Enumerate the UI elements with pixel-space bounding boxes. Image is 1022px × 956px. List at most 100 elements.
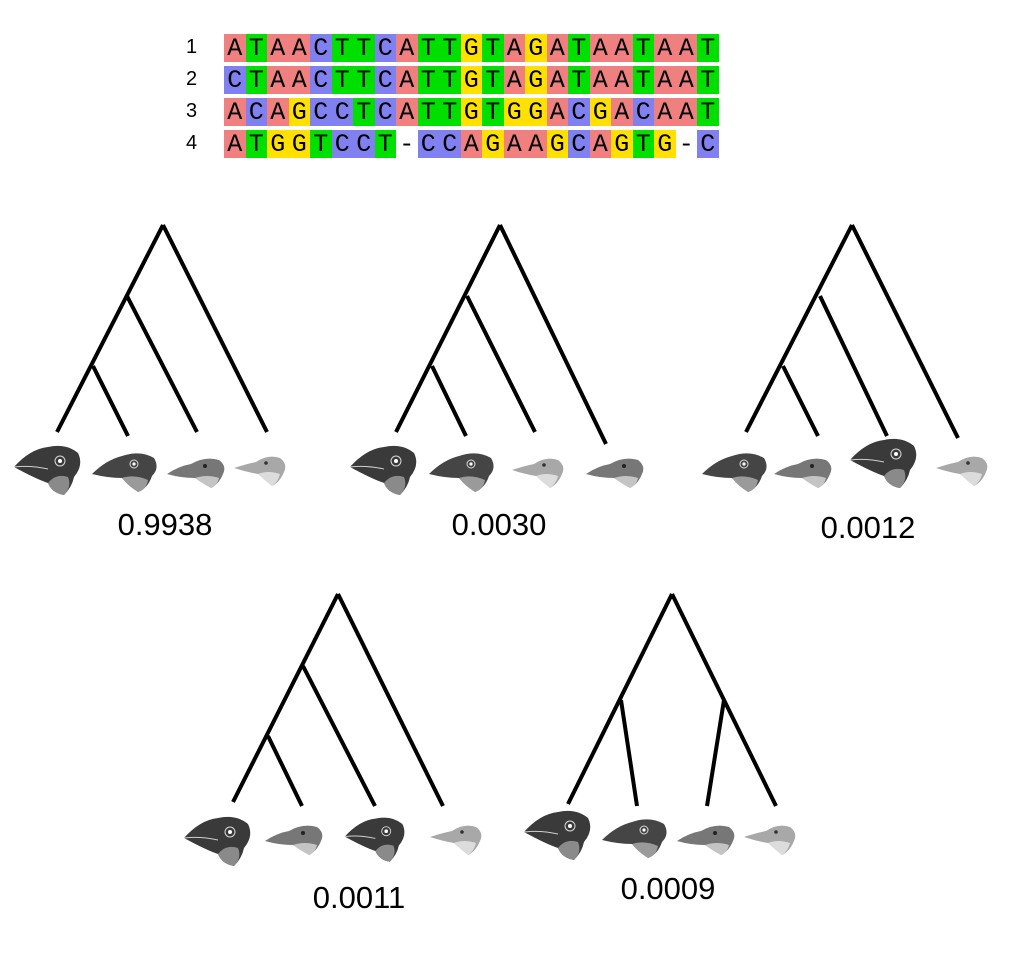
- base-cell: A: [503, 66, 525, 95]
- tree-5-branch: [619, 699, 639, 807]
- gap-cell: -: [399, 130, 415, 159]
- base-cell: A: [654, 66, 676, 95]
- base-cell: C: [374, 66, 396, 95]
- base-cell: A: [288, 34, 310, 63]
- finch-head-image: [13, 445, 81, 496]
- tree-2-branch: [498, 224, 608, 445]
- finch-head-image: [701, 452, 768, 493]
- base-cell: A: [675, 34, 697, 63]
- base-cell: C: [374, 98, 396, 127]
- base-cell: C: [374, 34, 396, 63]
- base-cell: A: [396, 98, 418, 127]
- tree-2-branch: [430, 365, 468, 437]
- tree-1-branch: [161, 224, 269, 433]
- tree-2-probability: 0.0030: [451, 507, 547, 542]
- base-cell: A: [460, 130, 482, 159]
- base-cell: A: [267, 34, 289, 63]
- base-cell: C: [224, 66, 246, 95]
- base-cell: T: [417, 34, 439, 63]
- base-cell: A: [224, 98, 246, 127]
- finch-head-image: [349, 445, 417, 496]
- tree-1-probability: 0.9938: [117, 507, 213, 542]
- base-cell: T: [417, 66, 439, 95]
- base-cell: T: [632, 34, 654, 63]
- base-cell: G: [589, 98, 611, 127]
- tree-4-branch: [266, 735, 304, 807]
- base-cell: G: [525, 34, 547, 63]
- base-cell: A: [546, 34, 568, 63]
- finch-head-image: [512, 458, 564, 488]
- base-cell: A: [503, 130, 525, 159]
- base-cell: T: [697, 66, 719, 95]
- sequence-label: 2: [186, 68, 198, 90]
- base-cell: G: [288, 98, 310, 127]
- base-cell: A: [611, 66, 633, 95]
- base-cell: T: [353, 34, 375, 63]
- base-cell: T: [568, 66, 590, 95]
- base-cell: C: [331, 98, 353, 127]
- base-cell: A: [675, 66, 697, 95]
- gap-cell: -: [678, 130, 694, 159]
- base-cell: G: [654, 130, 676, 159]
- base-cell: A: [396, 34, 418, 63]
- base-cell: G: [482, 130, 504, 159]
- base-cell: G: [525, 66, 547, 95]
- base-cell: T: [310, 130, 332, 159]
- finch-head-image: [344, 817, 405, 863]
- tree-4-branch: [336, 593, 445, 807]
- base-cell: A: [288, 66, 310, 95]
- finch-head-image: [744, 825, 796, 855]
- base-cell: A: [224, 130, 246, 159]
- base-cell: T: [331, 66, 353, 95]
- base-cell: T: [374, 130, 396, 159]
- tree-4-branch: [231, 593, 340, 803]
- finch-head-image: [91, 452, 158, 493]
- base-cell: C: [632, 98, 654, 127]
- tree-5-probability: 0.0009: [620, 871, 716, 906]
- base-cell: T: [245, 34, 267, 63]
- base-cell: C: [310, 34, 332, 63]
- finch-head-image: [523, 810, 591, 861]
- base-cell: A: [611, 98, 633, 127]
- base-cell: A: [546, 66, 568, 95]
- base-cell: G: [460, 34, 482, 63]
- base-cell: T: [439, 66, 461, 95]
- base-cell: G: [288, 130, 310, 159]
- base-cell: T: [439, 98, 461, 127]
- base-cell: C: [568, 98, 590, 127]
- base-cell: A: [267, 66, 289, 95]
- tree-4-branch: [301, 665, 377, 807]
- tree-3-branch: [744, 224, 854, 433]
- base-cell: A: [224, 34, 246, 63]
- base-cell: T: [245, 130, 267, 159]
- finch-head-image: [849, 438, 917, 489]
- base-cell: G: [460, 66, 482, 95]
- base-cell: T: [417, 98, 439, 127]
- finch-head-image: [265, 825, 323, 855]
- tree-4-probability: 0.0011: [312, 880, 406, 915]
- base-cell: C: [697, 130, 719, 159]
- finch-head-image: [428, 452, 495, 493]
- base-cell: A: [675, 98, 697, 127]
- finch-head-image: [430, 825, 482, 855]
- tree-3-branch: [781, 365, 820, 437]
- base-cell: G: [546, 130, 568, 159]
- base-cell: C: [310, 66, 332, 95]
- base-cell: A: [654, 98, 676, 127]
- base-cell: T: [353, 66, 375, 95]
- sequence-label: 1: [186, 36, 198, 58]
- sequence-label: 3: [186, 100, 198, 122]
- base-cell: T: [697, 98, 719, 127]
- finch-head-image: [183, 816, 251, 867]
- base-cell: C: [331, 130, 353, 159]
- base-cell: A: [503, 34, 525, 63]
- base-cell: G: [267, 130, 289, 159]
- base-cell: G: [611, 130, 633, 159]
- finch-head-image: [936, 456, 988, 486]
- tree-1-branch: [91, 365, 130, 437]
- finch-head-image: [774, 458, 832, 488]
- base-cell: T: [568, 34, 590, 63]
